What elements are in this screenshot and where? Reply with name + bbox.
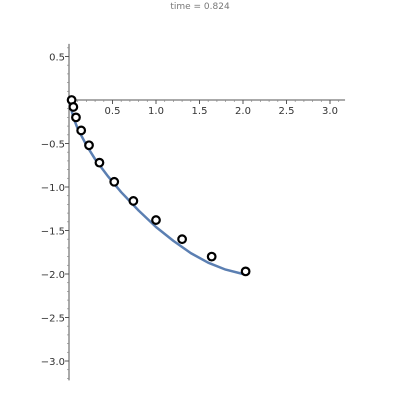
data-point [76,125,87,136]
x-tick-label: 2.0 [235,106,251,117]
x-tick-label: 1.0 [148,106,164,117]
data-point [71,112,81,123]
data-point [128,196,139,206]
data-point [68,102,79,112]
y-tick-label: 0.5 [49,53,65,64]
x-tick-label: 0.5 [105,106,121,117]
data-point [94,157,105,168]
data-point [177,234,188,245]
x-tick-label: 3.0 [322,106,338,117]
curve-layer [67,98,245,276]
y-tick-label: −2.5 [41,314,65,325]
data-point [151,215,161,225]
y-tick-label: −2.0 [41,270,65,281]
x-tick-label: 1.5 [192,106,208,117]
y-tick-label: −3.0 [41,357,65,368]
axes: 0.5 1.0 1.5 2.0 2.5 3.0 0.5 −0.5 −1.0 −1.5 −2.0 −2.… [41,43,346,381]
x-tick-label: 2.5 [279,106,295,117]
y-tick-label: −0.5 [41,140,65,151]
y-tick-label: −1.0 [41,183,65,194]
points-layer [66,95,251,277]
y-tick-label: −1.5 [41,227,65,238]
data-point [206,251,217,262]
fit-curve [67,98,245,276]
data-point [84,140,94,151]
chart-title: time = 0.824 [170,2,230,12]
data-point [109,176,120,187]
data-point [240,266,251,277]
